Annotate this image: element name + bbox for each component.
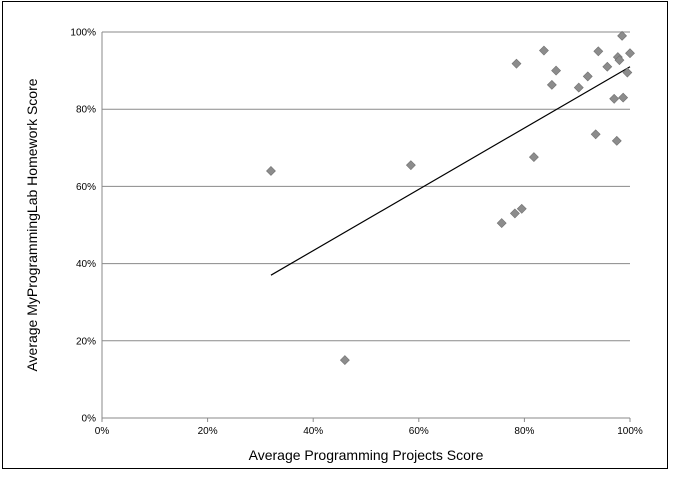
data-point: [590, 129, 601, 140]
data-point: [266, 166, 276, 176]
trendline: [270, 66, 631, 276]
trendline-group: [270, 66, 631, 276]
data-point: [339, 355, 350, 366]
data-point: [509, 208, 520, 219]
data-point: [611, 135, 622, 146]
data-point: [602, 61, 613, 72]
x-tick-label: 60%: [409, 426, 429, 437]
data-point: [405, 160, 416, 171]
data-point: [593, 46, 604, 57]
y-axis-title: Average MyProgrammingLab Homework Score: [24, 78, 40, 371]
data-point: [582, 71, 593, 82]
x-tick-label: 20%: [198, 426, 218, 437]
data-point: [496, 218, 507, 228]
data-point: [618, 92, 629, 103]
x-tick-label: 0%: [95, 426, 110, 437]
data-point: [539, 45, 549, 56]
data-point: [614, 55, 625, 66]
y-tick-label: 80%: [76, 105, 96, 116]
data-point: [516, 203, 527, 214]
y-tick-label: 0%: [82, 414, 97, 425]
data-point: [573, 82, 584, 93]
data-point: [617, 30, 628, 41]
tick-labels: 0% 20% 40% 60% 80% 100% 0% 20% 40% 60% 80% 100%: [70, 28, 642, 438]
data-point: [546, 79, 557, 90]
data-point: [625, 48, 635, 59]
x-tick-label: 80%: [514, 426, 534, 437]
x-tick-label: 40%: [303, 426, 323, 437]
x-axis-title: Average Programming Projects Score: [249, 447, 484, 463]
data-point: [528, 152, 539, 162]
y-tick-label: 60%: [76, 182, 96, 193]
data-point: [551, 65, 562, 76]
y-tick-label: 100%: [70, 28, 96, 39]
x-tick-label: 100%: [617, 426, 643, 437]
chart-frame: [2, 1, 668, 469]
data-points: [266, 30, 635, 366]
axes: [101, 32, 631, 422]
y-tick-label: 20%: [76, 336, 96, 347]
data-point: [511, 58, 522, 69]
data-point: [609, 93, 620, 104]
gridlines: [102, 31, 630, 342]
data-point: [622, 67, 633, 78]
y-tick-label: 40%: [76, 259, 96, 270]
